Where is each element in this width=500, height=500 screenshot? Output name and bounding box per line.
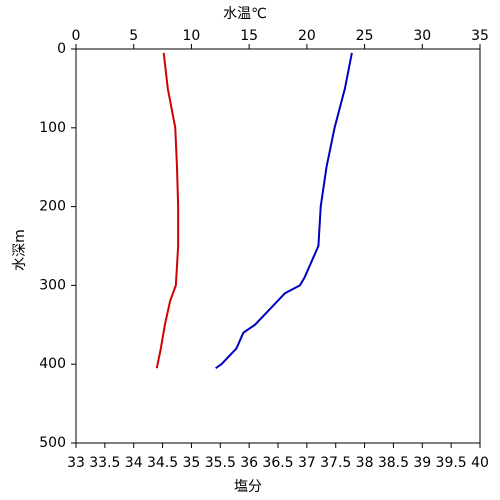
plot-frame (75, 48, 481, 444)
x2-axis-title: 塩分 (234, 479, 262, 495)
y-tick-label: 300 (39, 277, 66, 293)
x2-tick-label: 33.5 (89, 455, 120, 471)
x2-tick-label: 36.5 (262, 455, 293, 471)
profile-line (215, 52, 353, 369)
x-tick-label: 30 (413, 28, 431, 44)
x-tick-label: 25 (356, 28, 374, 44)
profile-line (155, 52, 180, 369)
x2-tick-label: 39.5 (436, 455, 467, 471)
x-tick-label: 5 (129, 28, 138, 44)
x2-tick-label: 35 (183, 455, 201, 471)
y-tick-label: 500 (39, 435, 66, 451)
x2-tick-label: 40 (471, 455, 489, 471)
x-tick-label: 0 (72, 28, 81, 44)
x2-tick-label: 35.5 (205, 455, 236, 471)
x2-tick-label: 34.5 (147, 455, 178, 471)
x-axis-title: 水温℃ (223, 6, 267, 22)
x2-tick-label: 39 (413, 455, 431, 471)
x2-tick-label: 36 (240, 455, 258, 471)
y-axis-title: 水深m (12, 229, 28, 271)
x2-tick-label: 38 (356, 455, 374, 471)
x-tick-label: 10 (183, 28, 201, 44)
y-tick-label: 0 (57, 41, 66, 57)
x2-tick-label: 37 (298, 455, 316, 471)
x2-tick-label: 37.5 (320, 455, 351, 471)
y-tick-label: 200 (39, 199, 66, 215)
x-tick-label: 15 (240, 28, 258, 44)
y-tick-label: 100 (39, 120, 66, 136)
x2-tick-label: 33 (67, 455, 85, 471)
x-tick-label: 35 (471, 28, 489, 44)
x2-tick-label: 34 (125, 455, 143, 471)
x-tick-label: 20 (298, 28, 316, 44)
y-tick-label: 400 (39, 356, 66, 372)
x2-tick-label: 38.5 (378, 455, 409, 471)
